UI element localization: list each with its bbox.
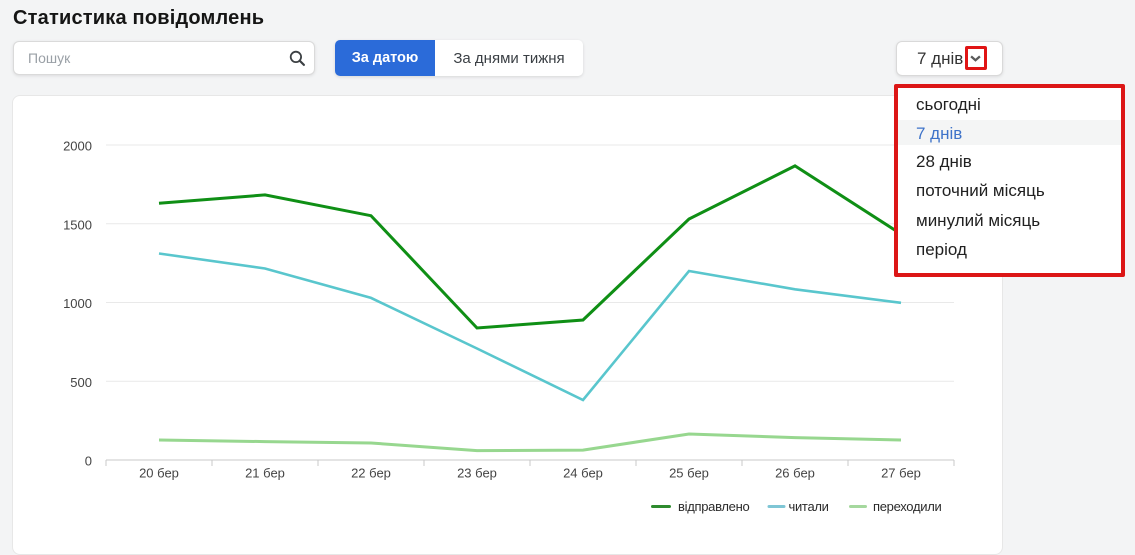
svg-text:21 бер: 21 бер [245,466,285,481]
svg-text:відправлено: відправлено [678,499,749,514]
svg-text:2000: 2000 [63,139,92,154]
svg-text:22 бер: 22 бер [351,466,391,481]
svg-text:20 бер: 20 бер [139,466,179,481]
svg-text:переходили: переходили [873,499,941,514]
svg-text:1000: 1000 [63,296,92,311]
svg-text:26 бер: 26 бер [775,466,815,481]
svg-text:0: 0 [85,454,92,469]
svg-text:24 бер: 24 бер [563,466,603,481]
svg-text:27 бер: 27 бер [881,466,921,481]
svg-text:500: 500 [70,375,92,390]
svg-text:1500: 1500 [63,217,92,232]
svg-text:23 бер: 23 бер [457,466,497,481]
svg-text:читали: читали [789,499,829,514]
svg-text:25 бер: 25 бер [669,466,709,481]
